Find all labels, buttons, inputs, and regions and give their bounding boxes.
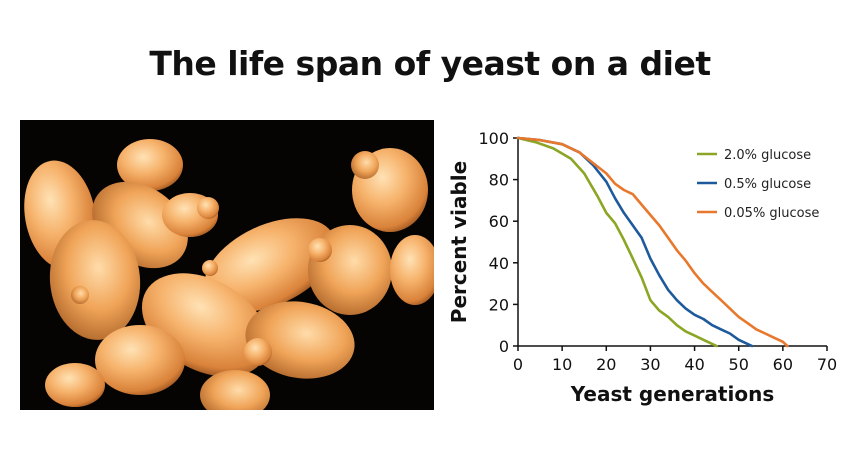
y-tick-label: 20 xyxy=(489,295,509,314)
y-axis-label: Percent viable xyxy=(447,161,471,323)
x-axis-label: Yeast generations xyxy=(570,382,774,406)
legend-label: 0.5% glucose xyxy=(724,177,811,192)
x-tick-label: 70 xyxy=(817,355,837,374)
yeast-micrograph-image xyxy=(20,120,434,410)
chart-title: The life span of yeast on a diet xyxy=(149,44,711,83)
x-tick-label: 0 xyxy=(513,355,523,374)
y-tick-label: 100 xyxy=(478,129,509,148)
line-chart: 0 20 40 60 80 100 0 10 20 30 40 50 60 70 2.0% glucos… xyxy=(447,129,837,406)
x-tick-label: 50 xyxy=(729,355,749,374)
yeast-micrograph xyxy=(20,120,434,410)
x-tick-label: 30 xyxy=(640,355,660,374)
x-axis-ticks: 0 10 20 30 40 50 60 70 xyxy=(513,346,837,374)
series-line-1 xyxy=(516,136,754,348)
legend-label: 0.05% glucose xyxy=(724,206,819,221)
legend: 2.0% glucose 0.5% glucose 0.05% glucose xyxy=(697,148,819,221)
yeast-cells xyxy=(24,139,434,410)
legend-label: 2.0% glucose xyxy=(724,148,811,163)
x-tick-label: 60 xyxy=(773,355,793,374)
x-tick-label: 10 xyxy=(552,355,572,374)
y-tick-label: 80 xyxy=(489,171,509,190)
x-tick-label: 40 xyxy=(684,355,704,374)
series-line-0 xyxy=(516,136,718,348)
series-lines xyxy=(516,136,789,348)
y-axis-ticks: 0 20 40 60 80 100 xyxy=(478,129,518,356)
x-tick-label: 20 xyxy=(596,355,616,374)
y-tick-label: 60 xyxy=(489,212,509,231)
y-tick-label: 40 xyxy=(489,254,509,273)
series-line-2 xyxy=(516,136,789,348)
y-tick-label: 0 xyxy=(499,337,509,356)
